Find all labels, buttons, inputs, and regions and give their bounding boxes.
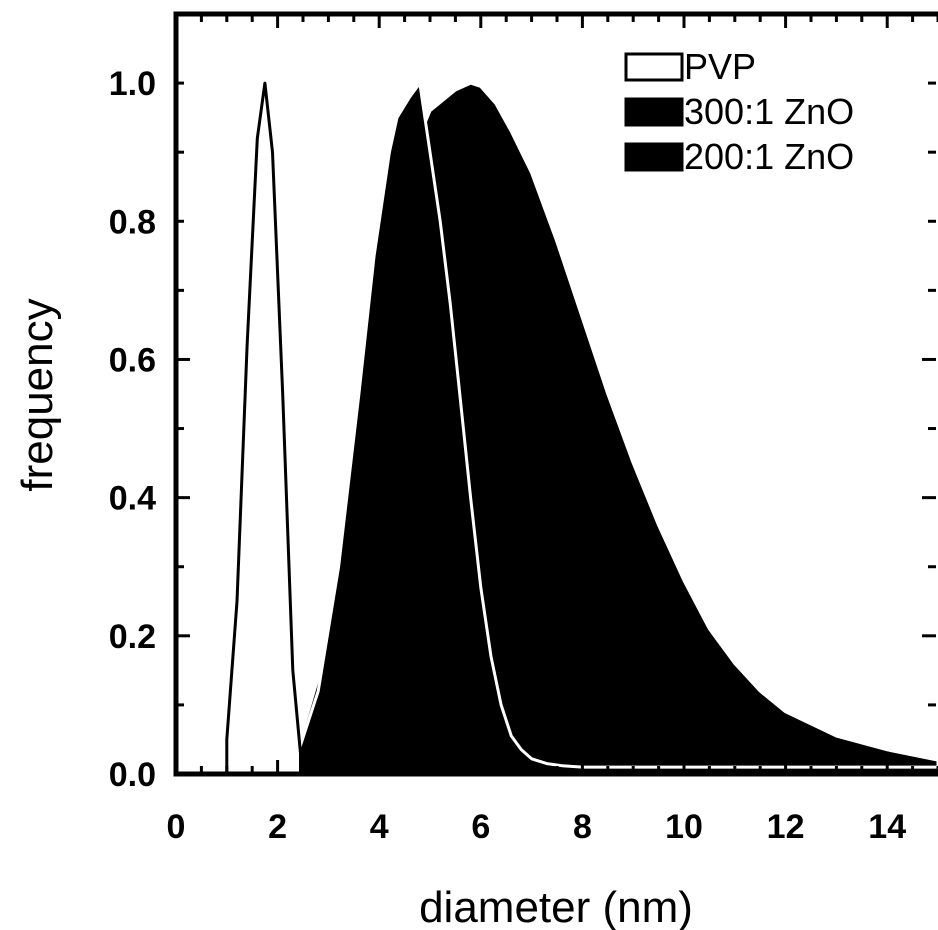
x-tick-label: 0 <box>167 808 186 846</box>
y-tick-label: 0.8 <box>109 203 156 241</box>
x-tick-label: 4 <box>370 808 389 846</box>
y-tick-label: 0.2 <box>109 618 156 656</box>
series-pvp-area <box>225 81 302 776</box>
x-tick-label: 10 <box>665 808 703 846</box>
legend-label-300-1-zno: 300:1 ZnO <box>684 91 854 132</box>
x-tick-label: 14 <box>868 808 906 846</box>
x-tick-label: 12 <box>767 808 805 846</box>
legend-label-200-1-zno: 200:1 ZnO <box>684 136 854 177</box>
series-layer <box>225 81 938 776</box>
legend-label-pvp: PVP <box>684 46 756 87</box>
legend-swatch-pvp <box>624 52 684 82</box>
y-axis-title: frequency <box>13 298 62 491</box>
x-tick-label: 6 <box>471 808 490 846</box>
y-tick-label: 1.0 <box>109 65 156 103</box>
legend-swatch-200-1-zno <box>624 142 684 172</box>
y-tick-label: 0.4 <box>109 480 156 518</box>
x-tick-label: 2 <box>268 808 287 846</box>
x-axis-title: diameter (nm) <box>419 883 693 930</box>
y-tick-label: 0.6 <box>109 341 156 379</box>
legend-swatch-300-1-zno <box>624 97 684 127</box>
axes-layer: 0 2 4 6 8 10 12 14 0.0 0.2 0.4 0.6 0.8 1.0 <box>109 11 938 846</box>
y-tick-label: 0.0 <box>109 756 156 794</box>
x-tick-label: 8 <box>573 808 592 846</box>
